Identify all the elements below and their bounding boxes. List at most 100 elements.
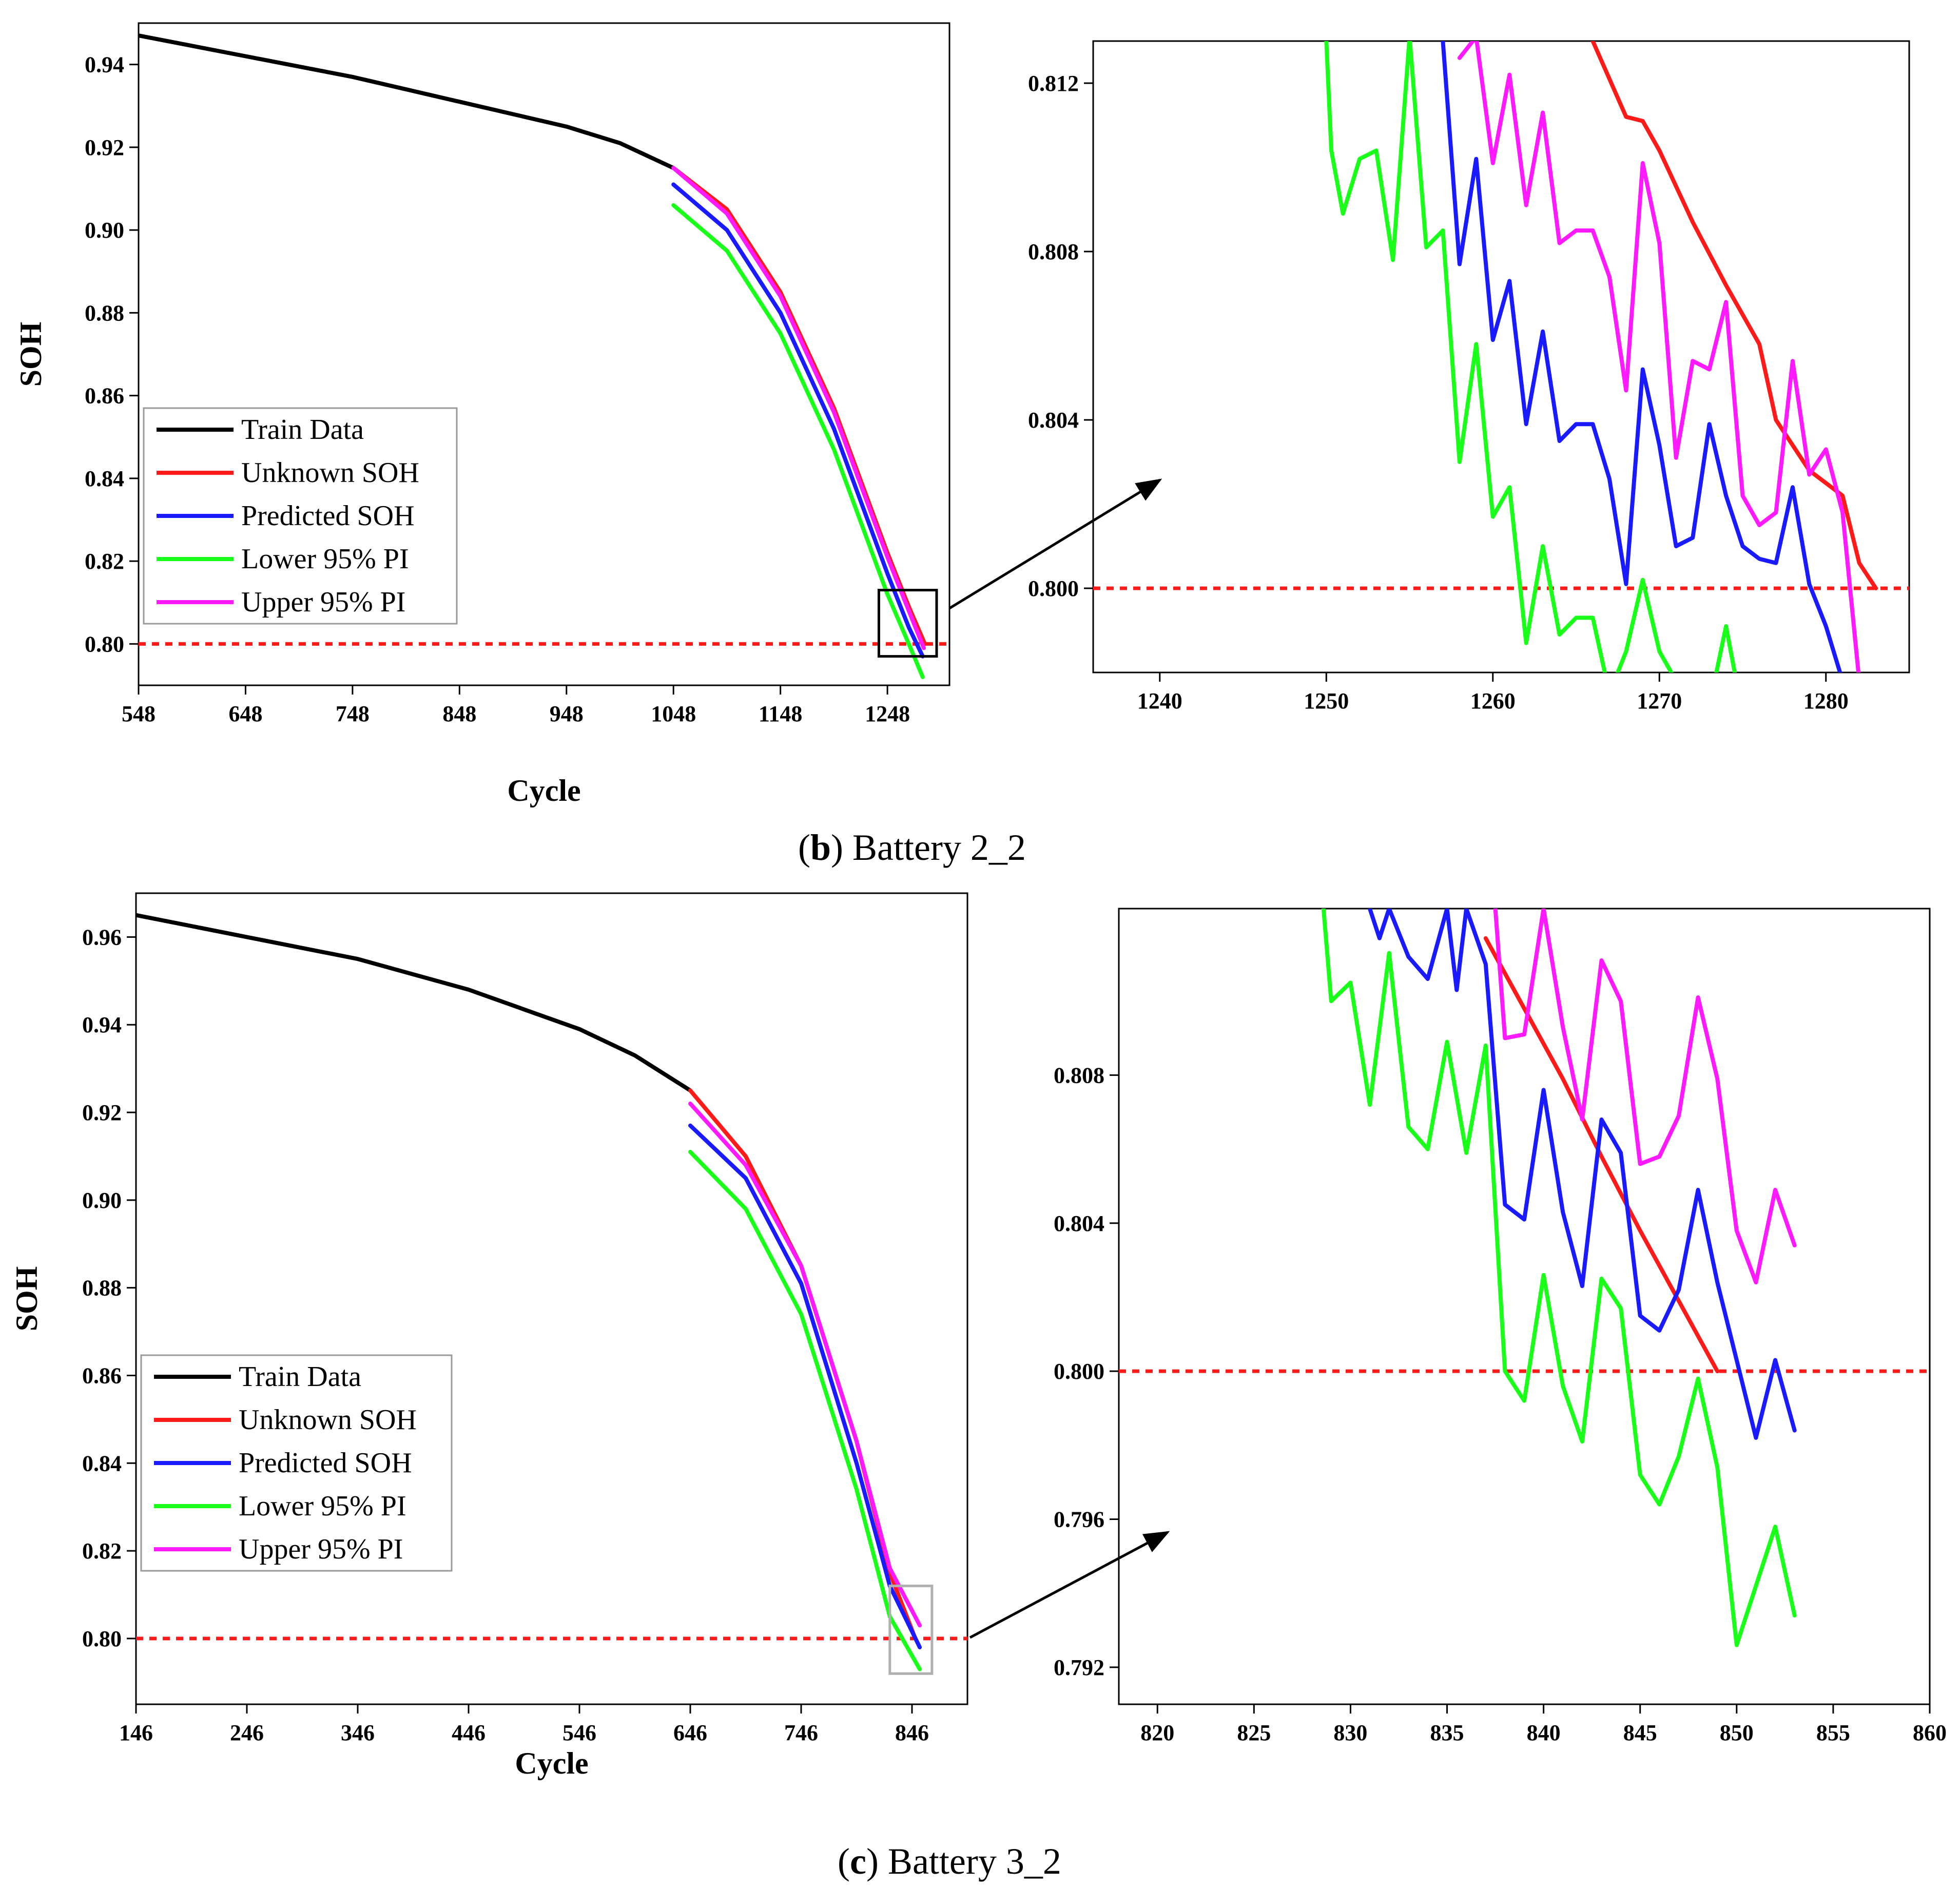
y-tick-label: 0.804 xyxy=(1028,408,1079,433)
y-tick-label: 0.90 xyxy=(85,218,124,243)
series-line-train xyxy=(136,913,692,1093)
panel-caption-c: (c) Battery 3_2 xyxy=(838,1841,1061,1882)
battery-3-2-main-chart: 146 246 346 446 546 646 746 846 0.80 0.82 0.84 0.86… xyxy=(10,892,968,1780)
series-line-predicted xyxy=(1368,909,1797,1440)
y-tick-label: 0.82 xyxy=(82,1538,122,1564)
x-tick-label: 748 xyxy=(336,701,370,726)
y-tick-label: 0.800 xyxy=(1028,576,1079,601)
series-line-upper xyxy=(1493,909,1797,1285)
plot-frame xyxy=(135,892,968,1705)
x-tick-label: 446 xyxy=(452,1720,486,1745)
y-tick-label: 0.94 xyxy=(82,1012,122,1037)
y-tick-label: 0.796 xyxy=(1054,1507,1104,1532)
legend-entry: Unknown SOH xyxy=(239,1404,417,1436)
x-tick-label: 830 xyxy=(1333,1720,1367,1745)
x-tick-label: 746 xyxy=(784,1720,818,1745)
series-line-upper xyxy=(1457,41,1861,672)
x-tick-label: 648 xyxy=(228,701,262,726)
x-tick-label: 845 xyxy=(1623,1720,1657,1745)
legend-entry: Upper 95% PI xyxy=(239,1533,403,1565)
legend-entry: Predicted SOH xyxy=(239,1447,412,1479)
x-tick-label: 850 xyxy=(1720,1720,1754,1745)
battery-3-2-zoom-chart: 820 825 830 835 840 845 850 855 860 0.792 0.796 0.8… xyxy=(1054,908,1947,1745)
x-tick-label: 1280 xyxy=(1803,688,1849,714)
plot-area xyxy=(1093,41,1909,672)
series-line-train xyxy=(139,33,676,170)
series-line-lower xyxy=(1324,41,1737,672)
y-tick-label: 0.88 xyxy=(85,300,124,325)
x-tick-label: 820 xyxy=(1140,1720,1174,1745)
x-tick-label: 546 xyxy=(562,1720,596,1745)
legend-entry: Upper 95% PI xyxy=(241,586,405,618)
y-tick-label: 0.84 xyxy=(82,1451,122,1476)
caption-letter: b xyxy=(810,827,831,868)
x-tick-label: 1260 xyxy=(1470,688,1516,714)
x-tick-label: 860 xyxy=(1913,1720,1947,1745)
x-tick-label: 1048 xyxy=(651,701,696,726)
series-line-unknown xyxy=(1590,41,1878,590)
panel-caption-b: (b) Battery 2_2 xyxy=(798,827,1026,868)
y-tick-label: 0.800 xyxy=(1054,1359,1104,1384)
y-tick-label: 0.84 xyxy=(85,466,124,491)
legend: Train Data Unknown SOH Predicted SOH Lower … xyxy=(140,1354,453,1572)
y-tick-label: 0.90 xyxy=(82,1188,122,1213)
zoom-arrow xyxy=(969,1531,1170,1639)
y-tick-label: 0.92 xyxy=(82,1100,122,1125)
legend-entry: Train Data xyxy=(241,414,364,446)
x-axis-label: Cycle xyxy=(515,1746,588,1780)
series-line-unknown xyxy=(1483,936,1720,1374)
legend-entry: Lower 95% PI xyxy=(239,1490,406,1522)
x-axis-label: Cycle xyxy=(507,774,580,807)
x-tick-label: 825 xyxy=(1237,1720,1271,1745)
x-tick-label: 1148 xyxy=(759,701,803,726)
series-line-predicted xyxy=(688,1123,922,1649)
plot-frame xyxy=(138,22,950,686)
y-tick-label: 0.80 xyxy=(85,631,124,657)
plot-area xyxy=(136,913,967,1671)
x-tick-label: 846 xyxy=(895,1720,929,1745)
y-tick-label: 0.808 xyxy=(1054,1063,1104,1088)
series-line-lower xyxy=(1321,909,1797,1647)
caption-letter: c xyxy=(849,1841,866,1882)
x-tick-label: 646 xyxy=(673,1720,707,1745)
legend-entry: Train Data xyxy=(239,1361,361,1393)
plot-area xyxy=(1119,909,1930,1647)
y-tick-label: 0.94 xyxy=(85,52,124,78)
y-axis-label: SOH xyxy=(10,1266,44,1332)
y-tick-label: 0.812 xyxy=(1028,71,1079,96)
x-tick-label: 1270 xyxy=(1637,688,1682,714)
series-line-lower xyxy=(671,203,925,679)
x-tick-label: 855 xyxy=(1816,1720,1850,1745)
x-tick-label: 246 xyxy=(230,1720,264,1745)
series-line-lower xyxy=(688,1149,922,1671)
x-tick-label: 840 xyxy=(1527,1720,1561,1745)
series-line-predicted xyxy=(671,182,925,659)
legend-entry: Lower 95% PI xyxy=(241,543,409,575)
y-tick-label: 0.808 xyxy=(1028,239,1079,264)
y-axis-label: SOH xyxy=(14,322,48,387)
y-tick-label: 0.804 xyxy=(1054,1211,1104,1236)
x-tick-label: 948 xyxy=(550,701,584,726)
plot-frame xyxy=(1118,908,1931,1705)
x-tick-label: 1248 xyxy=(865,701,910,726)
battery-2-2-zoom-chart: 1240 1250 1260 1270 1280 0.800 0.804 0.808 0.812 xyxy=(1028,40,1910,714)
x-tick-label: 1250 xyxy=(1304,688,1349,714)
x-tick-label: 548 xyxy=(122,701,156,726)
plot-frame xyxy=(1092,40,1910,673)
legend-entry: Predicted SOH xyxy=(241,500,415,532)
zoom-region-box xyxy=(888,1584,934,1675)
legend-entry: Unknown SOH xyxy=(241,457,419,489)
x-tick-label: 848 xyxy=(442,701,476,726)
y-tick-label: 0.82 xyxy=(85,549,124,574)
y-tick-label: 0.96 xyxy=(82,925,122,950)
legend: Train Data Unknown SOH Predicted SOH Lower … xyxy=(143,407,458,625)
x-tick-label: 346 xyxy=(341,1720,375,1745)
y-tick-label: 0.80 xyxy=(82,1626,122,1651)
y-tick-label: 0.92 xyxy=(85,135,124,160)
y-tick-label: 0.88 xyxy=(82,1276,122,1301)
zoom-arrow xyxy=(948,478,1162,610)
y-tick-label: 0.86 xyxy=(85,383,124,409)
series-line-upper xyxy=(688,1101,922,1628)
zoom-region-box xyxy=(877,589,938,658)
